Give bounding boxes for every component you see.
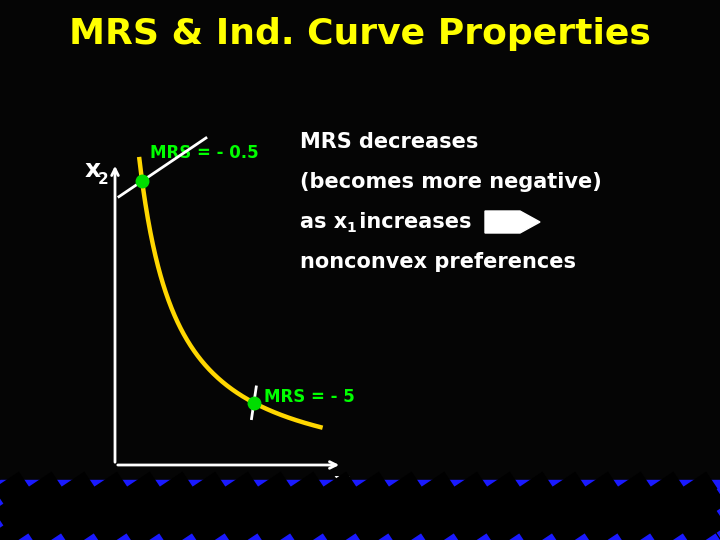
Text: x: x bbox=[85, 158, 101, 182]
Text: nonconvex preferences: nonconvex preferences bbox=[300, 252, 576, 272]
Text: as x: as x bbox=[300, 212, 347, 232]
Text: x: x bbox=[334, 471, 350, 495]
FancyArrow shape bbox=[485, 211, 540, 233]
Text: 1: 1 bbox=[347, 483, 357, 497]
Text: increases: increases bbox=[352, 212, 472, 232]
Text: 1: 1 bbox=[346, 221, 356, 235]
Text: MRS = - 5: MRS = - 5 bbox=[264, 388, 355, 406]
Text: MRS & Ind. Curve Properties: MRS & Ind. Curve Properties bbox=[69, 17, 651, 51]
Text: MRS = - 0.5: MRS = - 0.5 bbox=[150, 144, 258, 162]
Text: 2: 2 bbox=[98, 172, 109, 186]
Text: MRS decreases: MRS decreases bbox=[300, 132, 478, 152]
Bar bbox=[0, 480, 720, 540]
Text: (becomes more negative): (becomes more negative) bbox=[300, 172, 602, 192]
